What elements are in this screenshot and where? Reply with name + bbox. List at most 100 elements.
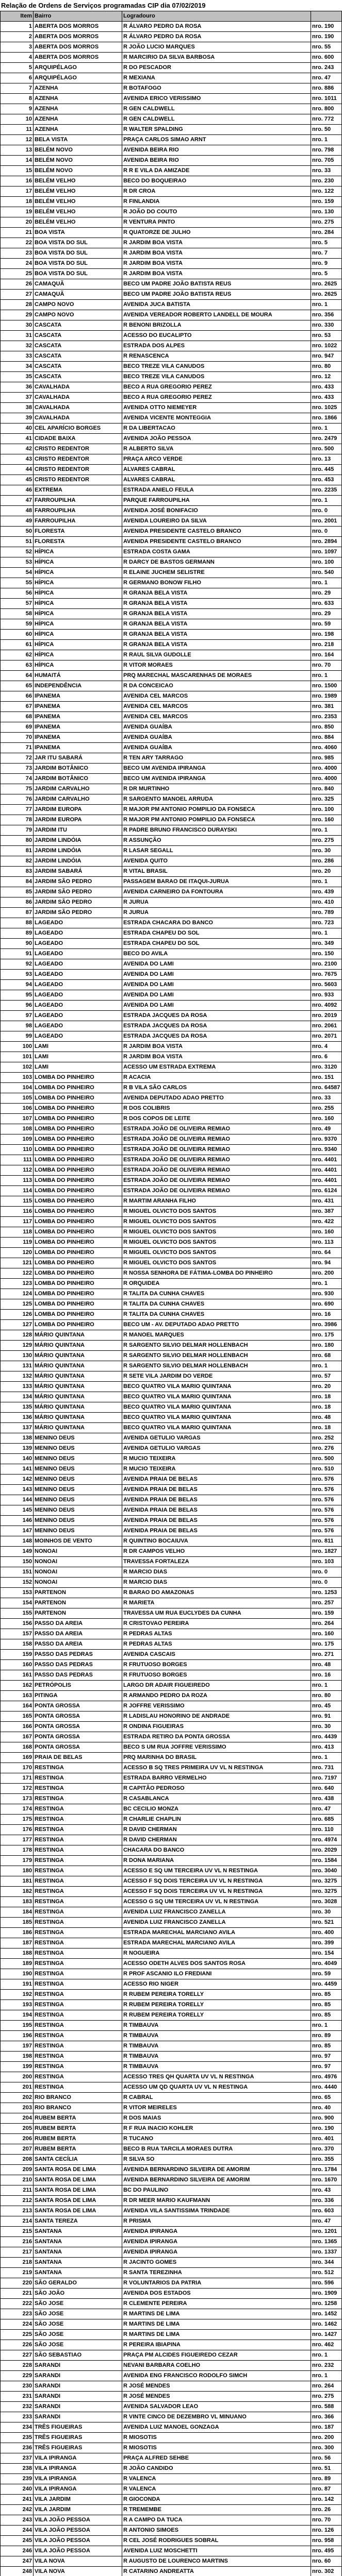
bairro-cell: MÁRIO QUINTANA: [33, 1392, 122, 1402]
bairro-cell: CASCATA: [33, 351, 122, 362]
logradouro-cell: ESTRADA CHACARA DO BANCO: [122, 918, 311, 928]
logradouro-cell: BECO QUATRO VILA MARIO QUINTANA: [122, 1392, 311, 1402]
item-cell: 85: [0, 887, 34, 897]
item-cell: 225: [0, 2329, 34, 2340]
table-row: 37 CAVALHADA BECO A RUA GREGORIO PEREZ nro.…: [0, 392, 342, 403]
item-cell: 33: [0, 351, 34, 362]
table-row: 232 SARANDI AVENIDA SALVADOR LEAO nro. 588: [0, 2401, 342, 2412]
item-cell: 15: [0, 165, 34, 176]
logradouro-cell: AVENIDA PRAIA DE BELAS: [122, 1526, 311, 1536]
nro-cell: nro. 4974: [311, 1835, 342, 1845]
service-orders-table: Item Bairro Logradouro 1 ABERTA DOS MORRO…: [0, 11, 342, 2576]
item-cell: 77: [0, 804, 34, 815]
logradouro-cell: BECO UM AVENIDA IPIRANGA: [122, 763, 311, 774]
nro-cell: nro. 336: [311, 2195, 342, 2206]
logradouro-cell: AVENIDA PRAIA DE BELAS: [122, 1484, 311, 1495]
nro-cell: nro. 512: [311, 2267, 342, 2278]
table-row: 79 JARDIM ITU R PADRE BRUNO FRANCISCO DURA…: [0, 825, 342, 836]
logradouro-cell: R TALITA DA CUNHA CHAVES: [122, 1299, 311, 1310]
logradouro-cell: PRAÇA ALFRED SEHBE: [122, 2453, 311, 2464]
table-row: 88 LAGEADO ESTRADA CHACARA DO BANCO nro. 72…: [0, 918, 342, 928]
table-row: 56 HÍPICA R GRANJA BELA VISTA nro. 29: [0, 588, 342, 599]
table-row: 230 SARANDI R JOSÉ MENDES nro. 264: [0, 2381, 342, 2392]
nro-cell: nro. 495: [311, 2546, 342, 2556]
nro-cell: nro. 4000: [311, 773, 342, 784]
table-row: 181 RESTINGA ACESSO F SQ DOIS TERCEIRA UV …: [0, 1876, 342, 1887]
item-cell: 156: [0, 1618, 34, 1629]
bairro-cell: SANTA ROSA DE LIMA: [33, 2195, 122, 2206]
logradouro-cell: AVENIDA PRESIDENTE CASTELO BRANCO: [122, 526, 311, 537]
bairro-cell: SANTA TEREZA: [33, 2216, 122, 2227]
item-cell: 128: [0, 1330, 34, 1341]
bairro-cell: RESTINGA: [33, 1979, 122, 1990]
nro-cell: nro. 18: [311, 1392, 342, 1402]
nro-cell: nro. 1909: [311, 2288, 342, 2299]
table-row: 233 SARANDI R VINTE CINCO DE DEZEMBRO VL M…: [0, 2412, 342, 2422]
item-cell: 192: [0, 1989, 34, 2000]
item-cell: 25: [0, 268, 34, 279]
logradouro-cell: ESTRADA MARECHAL MARCIANO AVILA: [122, 1938, 311, 1948]
bairro-cell: SANTA ROSA DE LIMA: [33, 2175, 122, 2185]
nro-cell: nro. 4092: [311, 1000, 342, 1011]
nro-cell: nro. 431: [311, 1196, 342, 1207]
bairro-cell: RESTINGA: [33, 1845, 122, 1856]
bairro-cell: ABERTA DOS MORROS: [33, 42, 122, 53]
item-cell: 172: [0, 1783, 34, 1794]
item-cell: 75: [0, 784, 34, 794]
nro-cell: nro. 2061: [311, 1021, 342, 1031]
table-row: 11 AZENHA R WALTER SPALDING nro. 50: [0, 124, 342, 135]
logradouro-cell: R MAJOR PM ANTONIO POMPILIO DA FONSECA: [122, 815, 311, 825]
item-cell: 47: [0, 495, 34, 506]
logradouro-cell: AVENIDA DO LAMI: [122, 990, 311, 1001]
logradouro-cell: R B VILA SÃO CARLOS: [122, 1082, 311, 1093]
nro-cell: nro. 2625: [311, 279, 342, 290]
logradouro-cell: R TEN ARY TARRAGO: [122, 753, 311, 764]
bairro-cell: RESTINGA: [33, 2051, 122, 2062]
logradouro-cell: R BOTAFOGO: [122, 83, 311, 94]
nro-cell: nro. 30: [311, 1907, 342, 1918]
item-cell: 207: [0, 2144, 34, 2155]
item-cell: 181: [0, 1876, 34, 1887]
bairro-cell: HÍPICA: [33, 547, 122, 557]
logradouro-cell: AVENIDA BERNARDINO SILVEIRA DE AMORIM: [122, 2175, 311, 2185]
item-cell: 57: [0, 598, 34, 609]
nro-cell: nro. 6: [311, 1052, 342, 1062]
table-row: 22 BOA VISTA DO SUL R JARDIM BOA VISTA nro.…: [0, 238, 342, 248]
bairro-cell: MENINO DEUS: [33, 1443, 122, 1454]
logradouro-cell: R A CAMPO DA TUCA: [122, 2515, 311, 2526]
nro-cell: nro. 122: [311, 186, 342, 197]
nro-cell: nro. 198: [311, 629, 342, 640]
item-cell: 28: [0, 299, 34, 310]
item-cell: 176: [0, 1824, 34, 1835]
nro-cell: nro. 640: [311, 1783, 342, 1794]
bairro-cell: RUBEM BERTA: [33, 2144, 122, 2155]
item-cell: 67: [0, 701, 34, 712]
item-cell: 29: [0, 310, 34, 320]
nro-cell: nro. 330: [311, 320, 342, 331]
table-row: 92 LAGEADO AVENIDA DO LAMI nro. 2100: [0, 959, 342, 970]
item-cell: 147: [0, 1526, 34, 1536]
item-cell: 157: [0, 1629, 34, 1639]
logradouro-cell: R CRISTOVAO PEREIRA: [122, 1618, 311, 1629]
nro-cell: nro. 600: [311, 52, 342, 63]
bairro-cell: IPANEMA: [33, 691, 122, 702]
nro-cell: nro. 433: [311, 382, 342, 393]
table-row: 121 LOMBA DO PINHEIRO R MIGUEL OLVICTO DOS…: [0, 1258, 342, 1268]
item-cell: 182: [0, 1886, 34, 1897]
logradouro-cell: ACESSO DO EUCALIPTO: [122, 330, 311, 341]
nro-cell: nro. 886: [311, 83, 342, 94]
item-cell: 228: [0, 2360, 34, 2371]
table-row: 65 INDEPENDÊNCIA R DA CONCEICAO nro. 1500: [0, 681, 342, 691]
bairro-cell: CAVALHADA: [33, 392, 122, 403]
logradouro-cell: ALVARES CABRAL: [122, 474, 311, 485]
nro-cell: nro. 723: [311, 918, 342, 928]
table-row: 13 BELÉM NOVO AVENIDA BEIRA RIO nro. 798: [0, 145, 342, 156]
item-cell: 154: [0, 1598, 34, 1608]
nro-cell: nro. 264: [311, 2381, 342, 2392]
table-row: 5 ARQUIPÉLAGO R DO PESCADOR nro. 243: [0, 62, 342, 73]
item-cell: 237: [0, 2453, 34, 2464]
nro-cell: nro. 68: [311, 1350, 342, 1361]
bairro-cell: CAMPO NOVO: [33, 310, 122, 320]
table-row: 189 RESTINGA ACESSO ODETH ALVES DOS SANTOS…: [0, 1958, 342, 1969]
logradouro-cell: R F RUA INACIO KOHLER: [122, 2123, 311, 2134]
